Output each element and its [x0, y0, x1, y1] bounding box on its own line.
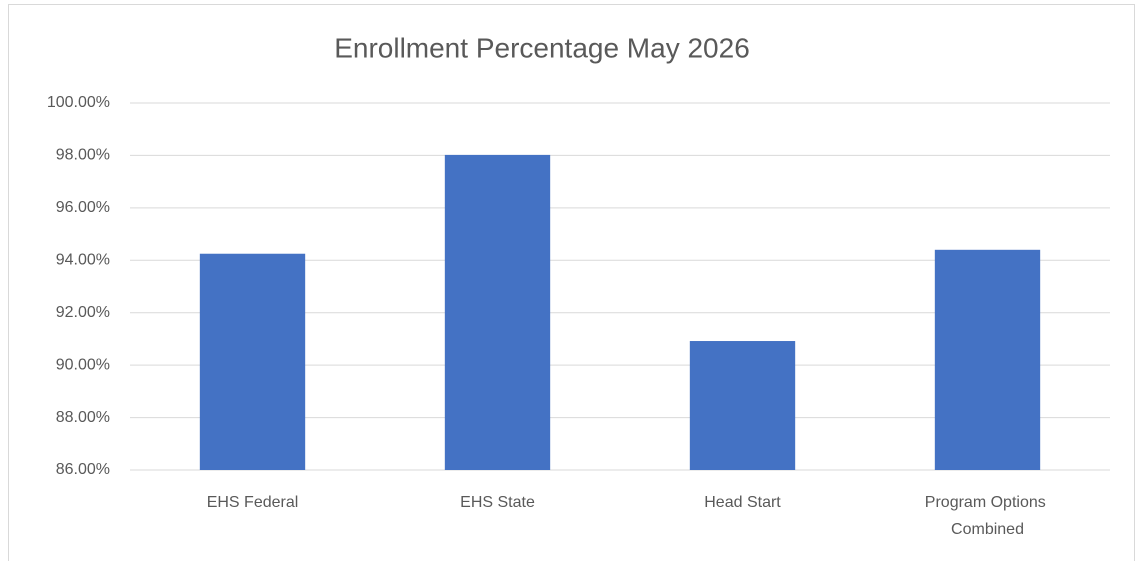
- y-tick-label: 88.00%: [56, 409, 110, 426]
- x-tick-label: Head Start: [704, 494, 781, 511]
- y-tick-label: 90.00%: [56, 356, 110, 373]
- bar: [444, 154, 551, 470]
- y-tick-label: 100.00%: [47, 94, 110, 111]
- bar: [689, 341, 796, 470]
- bar: [934, 249, 1041, 470]
- x-tick-label: EHS Federal: [207, 494, 299, 511]
- x-tick-label: EHS State: [460, 494, 535, 511]
- y-tick-label: 94.00%: [56, 252, 110, 269]
- chart-title: Enrollment Percentage May 2026: [334, 32, 750, 63]
- y-tick-label: 96.00%: [56, 199, 110, 216]
- x-tick-label: Program Options Combined: [925, 494, 1050, 538]
- bar: [199, 253, 306, 470]
- y-tick-label: 92.00%: [56, 304, 110, 321]
- y-tick-label: 98.00%: [56, 147, 110, 164]
- y-tick-label: 86.00%: [56, 461, 110, 478]
